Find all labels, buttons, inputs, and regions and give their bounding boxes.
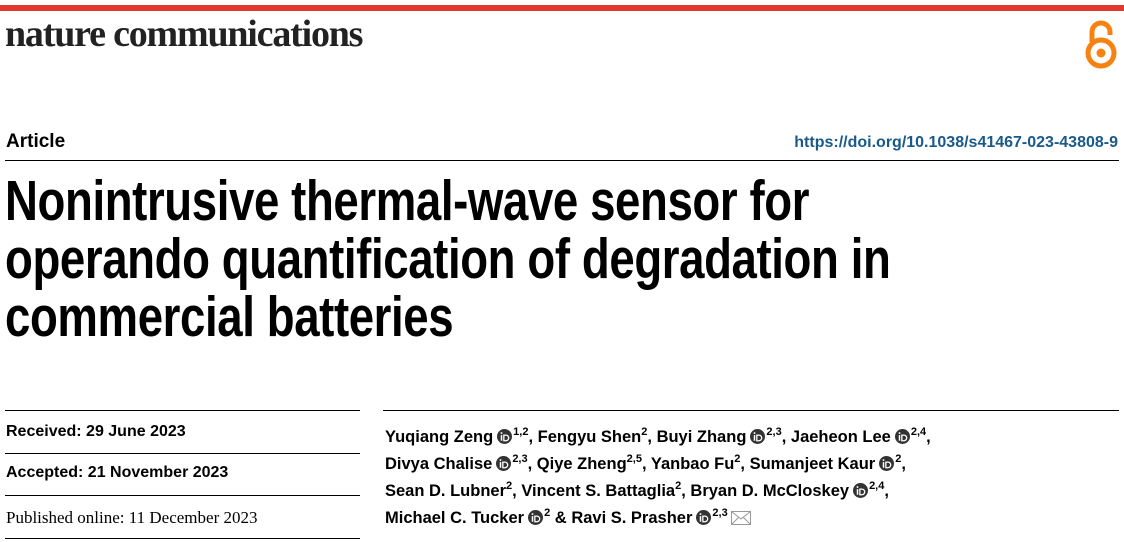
- affiliation: 2: [641, 426, 648, 438]
- article-type: Article: [6, 131, 66, 152]
- affiliation: 2,3: [512, 453, 528, 465]
- affiliation: 2,5: [626, 453, 642, 465]
- affiliation: 1,2: [513, 426, 529, 438]
- orcid-icon[interactable]: [696, 510, 712, 525]
- separator: ,: [901, 455, 906, 473]
- separator: ,: [527, 455, 533, 473]
- separator: ,: [781, 428, 787, 446]
- separator: ,: [681, 482, 686, 500]
- author-line: Yuqiang Zeng 1,2, Fengyu Shen2, Buyi Zhan…: [385, 420, 931, 447]
- affiliation: 2,4: [869, 480, 885, 492]
- separator: ,: [740, 455, 745, 473]
- author-line: Michael C. Tucker 2 & Ravi S. Prasher 2,3: [385, 501, 931, 528]
- rule: [383, 410, 1119, 411]
- affiliation: 2: [734, 453, 741, 465]
- title-line: Nonintrusive thermal-wave sensor for: [5, 169, 810, 233]
- separator: ,: [884, 482, 889, 500]
- author-name: Sean D. Lubner: [385, 482, 507, 500]
- author-name: Michael C. Tucker: [385, 509, 525, 527]
- affiliation: 2,3: [712, 507, 728, 519]
- author-name: Jaeheon Lee: [790, 428, 891, 446]
- rule: [5, 495, 360, 496]
- author-name: Sumanjeet Kaur: [749, 455, 876, 473]
- separator: ,: [641, 455, 647, 473]
- title-line: operando quantification of degradation i…: [5, 227, 891, 291]
- author-name: Vincent S. Battaglia: [521, 482, 676, 500]
- rule: [5, 160, 1119, 161]
- author-name: Ravi S. Prasher: [571, 509, 693, 527]
- affiliation: 2,4: [910, 426, 927, 438]
- orcid-icon[interactable]: [750, 429, 766, 444]
- orcid-icon[interactable]: [894, 429, 910, 444]
- orcid-icon[interactable]: [879, 456, 895, 471]
- journal-name: nature communications: [5, 13, 363, 55]
- title-line: commercial batteries: [5, 285, 454, 349]
- author-name: Yanbao Fu: [650, 455, 735, 473]
- affiliation: 2: [675, 480, 682, 492]
- author-line: Sean D. Lubner2, Vincent S. Battaglia2, …: [385, 474, 931, 501]
- orcid-icon[interactable]: [528, 510, 544, 525]
- affiliation: 2: [544, 507, 551, 519]
- open-access-icon: [1085, 20, 1117, 69]
- affiliation: 2,3: [766, 426, 782, 438]
- affiliation: 2: [506, 480, 513, 492]
- author-name: Yuqiang Zeng: [385, 428, 494, 446]
- author-name: Bryan D. McCloskey: [690, 482, 850, 500]
- author-name: Divya Chalise: [385, 455, 493, 473]
- accepted-date: Accepted: 21 November 2023: [6, 464, 229, 481]
- received-date: Received: 29 June 2023: [6, 423, 186, 440]
- author-list: Yuqiang Zeng 1,2, Fengyu Shen2, Buyi Zhan…: [385, 420, 931, 528]
- rule: [5, 410, 360, 411]
- author-line: Divya Chalise 2,3, Qiye Zheng2,5, Yanbao …: [385, 447, 931, 474]
- top-bar: [0, 5, 1124, 11]
- separator: ,: [512, 482, 517, 500]
- rule: [5, 453, 360, 454]
- orcid-icon[interactable]: [497, 429, 513, 444]
- mail-icon[interactable]: [730, 511, 751, 525]
- published-date: Published online: 11 December 2023: [6, 508, 258, 527]
- orcid-icon[interactable]: [853, 483, 869, 498]
- author-name: Fengyu Shen: [537, 428, 642, 446]
- author-name: Buyi Zhang: [656, 428, 747, 446]
- separator: ,: [528, 428, 534, 446]
- separator: ,: [926, 428, 931, 446]
- separator: &: [554, 509, 567, 527]
- doi-link[interactable]: https://doi.org/10.1038/s41467-023-43808…: [794, 134, 1118, 151]
- orcid-icon[interactable]: [496, 456, 512, 471]
- separator: ,: [647, 428, 652, 446]
- author-name: Qiye Zheng: [536, 455, 627, 473]
- affiliation: 2: [895, 453, 902, 465]
- rule: [5, 538, 360, 539]
